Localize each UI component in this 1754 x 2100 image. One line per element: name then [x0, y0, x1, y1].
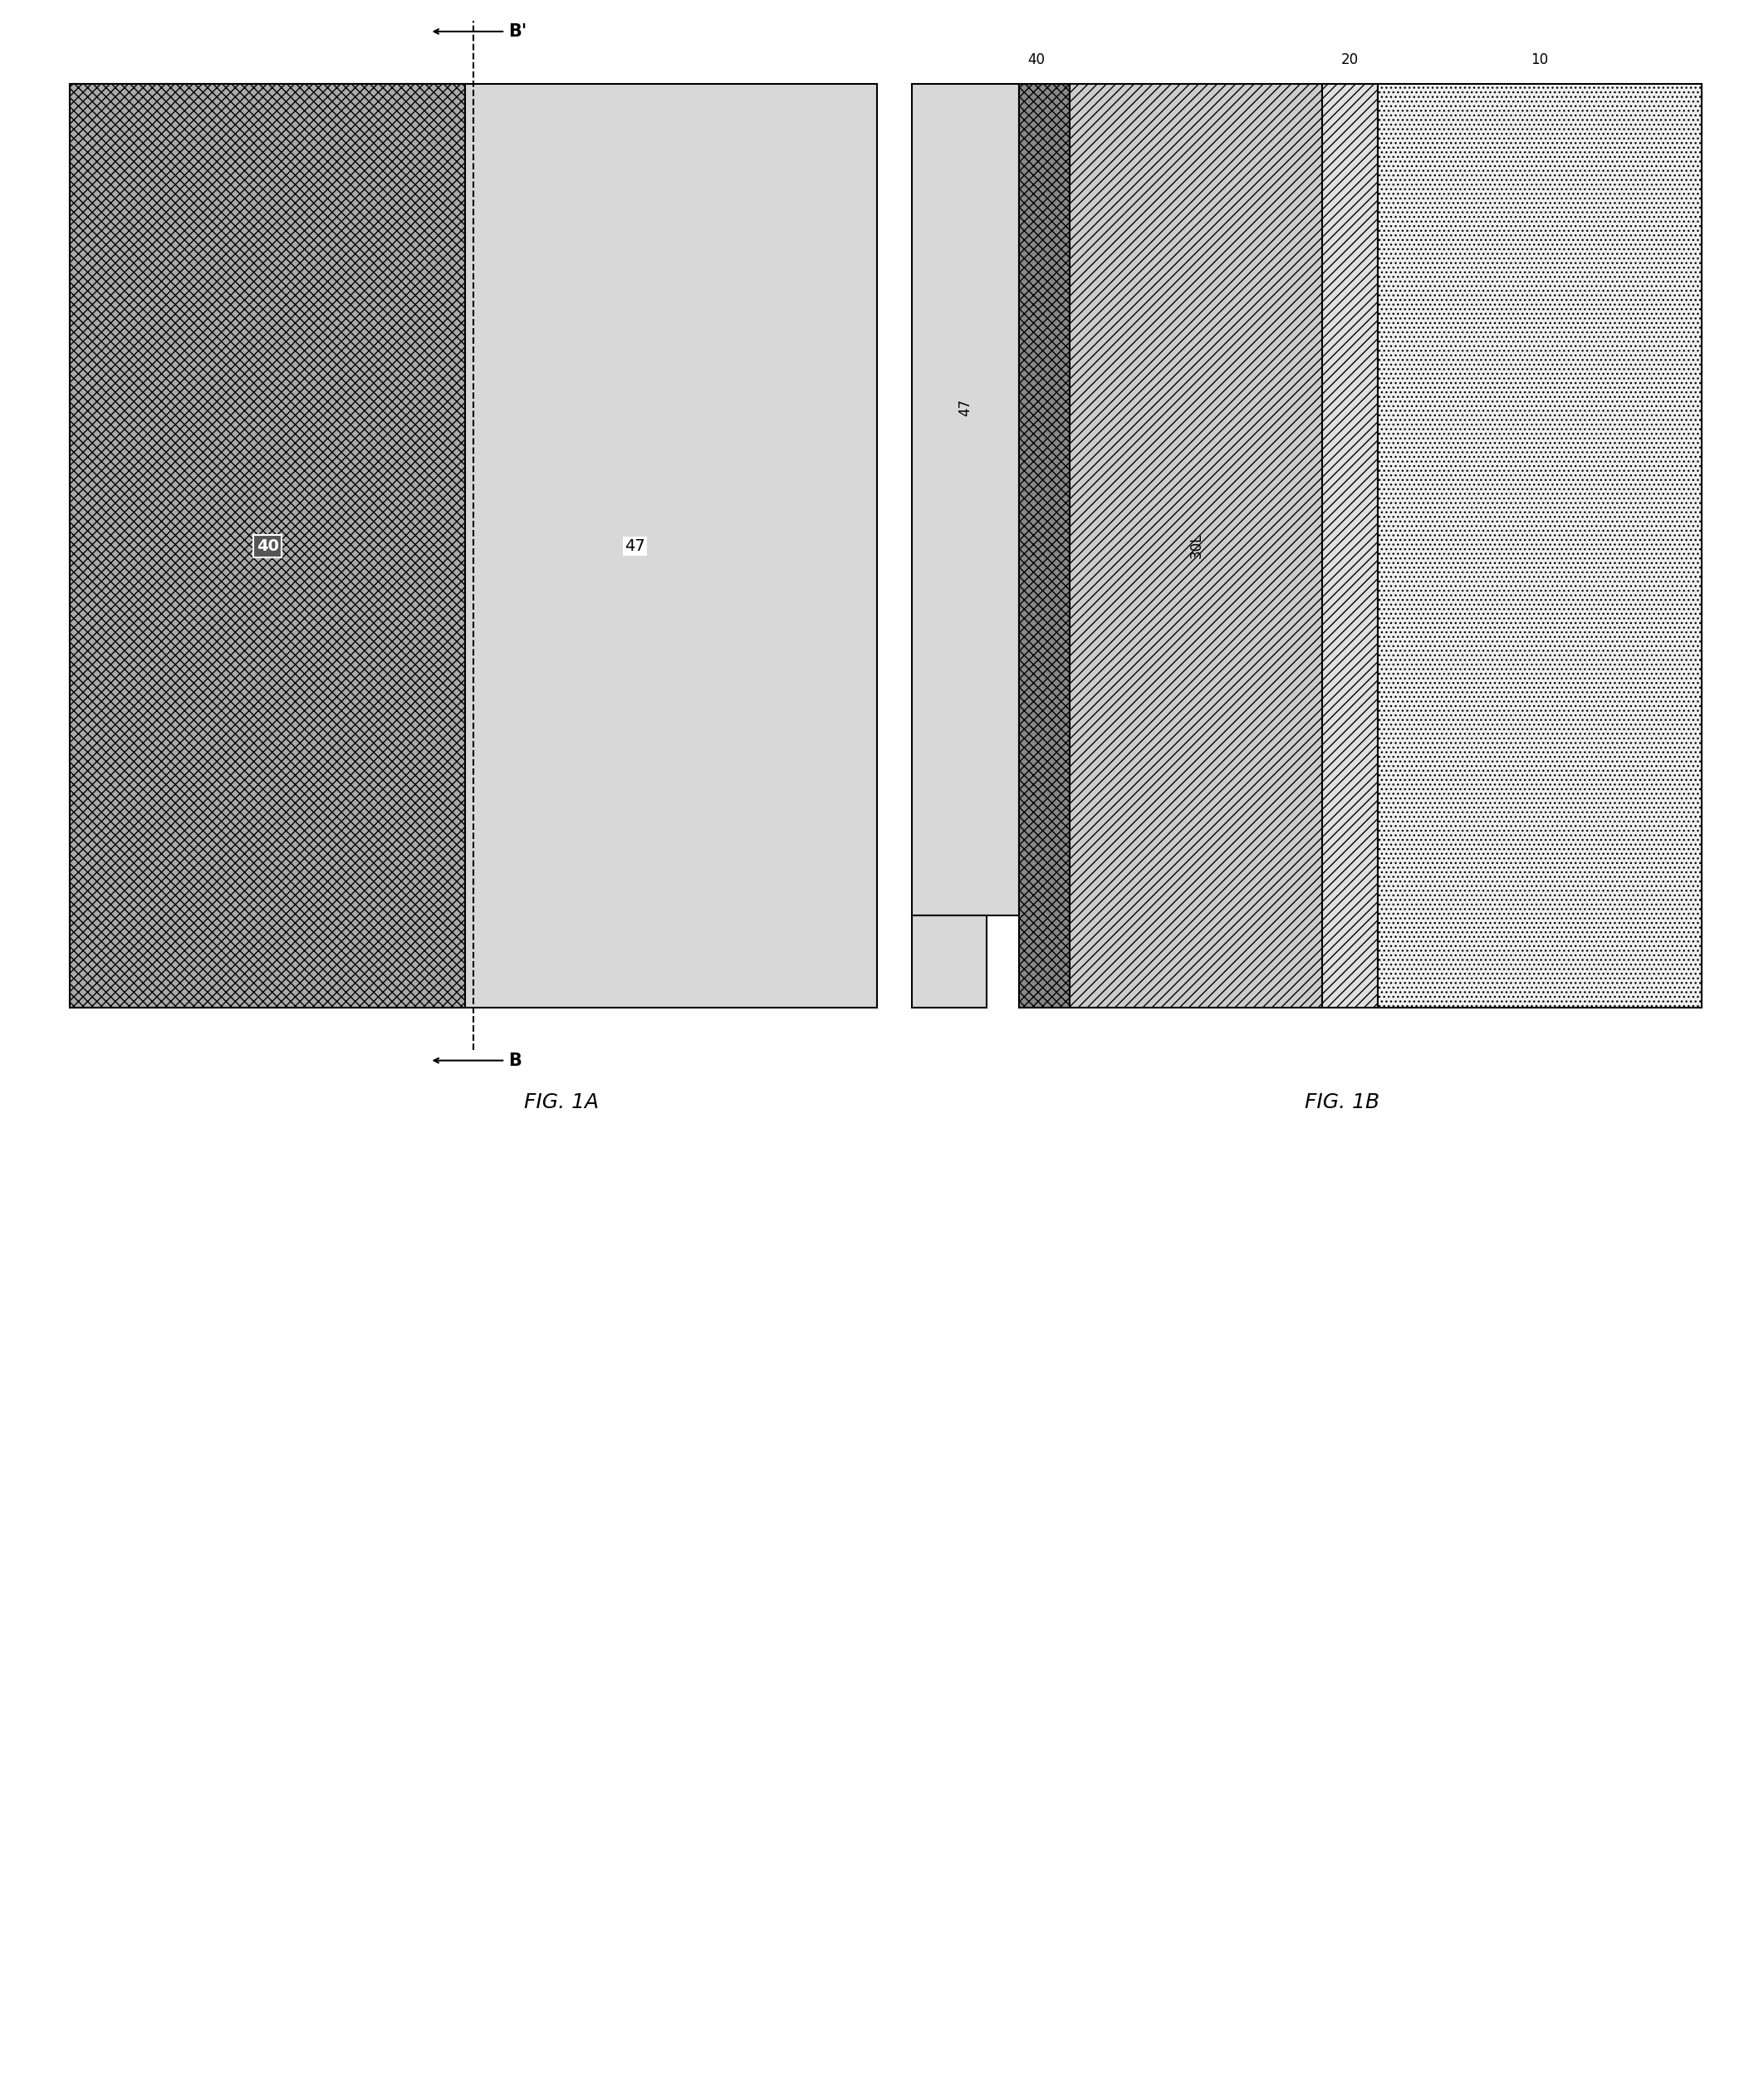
Bar [1070, 84, 1323, 1008]
Text: 10: 10 [1531, 52, 1549, 67]
Bar [912, 916, 988, 1008]
Text: B: B [509, 1052, 523, 1069]
Text: 20: 20 [1342, 52, 1359, 67]
Text: FIG. 1B: FIG. 1B [1305, 1092, 1379, 1111]
Text: 40: 40 [1028, 52, 1045, 67]
Text: 47: 47 [958, 399, 973, 416]
Bar [1323, 84, 1379, 1008]
Bar [1019, 84, 1070, 1008]
Text: 40: 40 [256, 538, 279, 554]
Text: 30L: 30L [1189, 533, 1203, 559]
Text: B': B' [509, 23, 528, 40]
Bar [70, 84, 877, 1008]
Bar [1379, 84, 1701, 1008]
Text: FIG. 1A: FIG. 1A [524, 1092, 598, 1111]
Bar [70, 84, 465, 1008]
Bar [912, 84, 1019, 916]
Text: 47: 47 [624, 538, 645, 554]
